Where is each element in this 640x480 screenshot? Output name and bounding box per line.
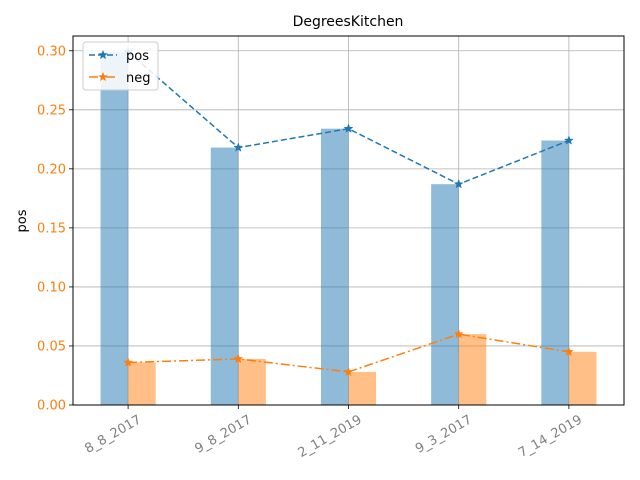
point-marker-neg <box>453 328 464 339</box>
y-tick-label: 0.00 <box>37 399 66 414</box>
point-marker-neg <box>343 366 354 377</box>
legend-label-neg: neg <box>126 71 151 86</box>
point-marker-pos <box>343 123 354 133</box>
point-marker-neg <box>233 353 244 364</box>
legend-label-pos: pos <box>126 49 149 64</box>
point-marker-pos <box>233 142 244 152</box>
y-tick-label: 0.25 <box>37 103 66 118</box>
bar-neg <box>238 358 266 405</box>
bar-neg <box>128 362 156 405</box>
point-marker-neg <box>123 357 134 367</box>
point-marker-pos <box>453 178 464 189</box>
y-tick-label: 0.10 <box>37 280 66 295</box>
bar-neg <box>568 351 597 405</box>
bar-pos <box>210 147 239 405</box>
series-lines <box>123 46 574 377</box>
bar-pos <box>100 51 129 406</box>
bar-neg <box>458 334 487 405</box>
point-marker-neg <box>563 346 574 357</box>
bar-pos <box>541 140 569 405</box>
y-tick-label: 0.20 <box>37 162 66 177</box>
bars <box>100 51 597 406</box>
bar-pos <box>320 128 349 405</box>
chart-title: DegreesKitchen <box>293 14 404 30</box>
y-tick-label: 0.15 <box>37 221 66 236</box>
y-tick-label: 0.05 <box>37 339 66 354</box>
bar-neg <box>348 371 377 405</box>
y-axis-label: pos <box>15 209 30 232</box>
legend-marker-neg <box>98 71 108 82</box>
legend: pos neg <box>82 41 159 91</box>
bar-pos <box>431 184 459 405</box>
legend-marker-pos <box>98 49 108 60</box>
point-marker-pos <box>563 135 574 145</box>
y-tick-label: 0.30 <box>37 44 66 59</box>
